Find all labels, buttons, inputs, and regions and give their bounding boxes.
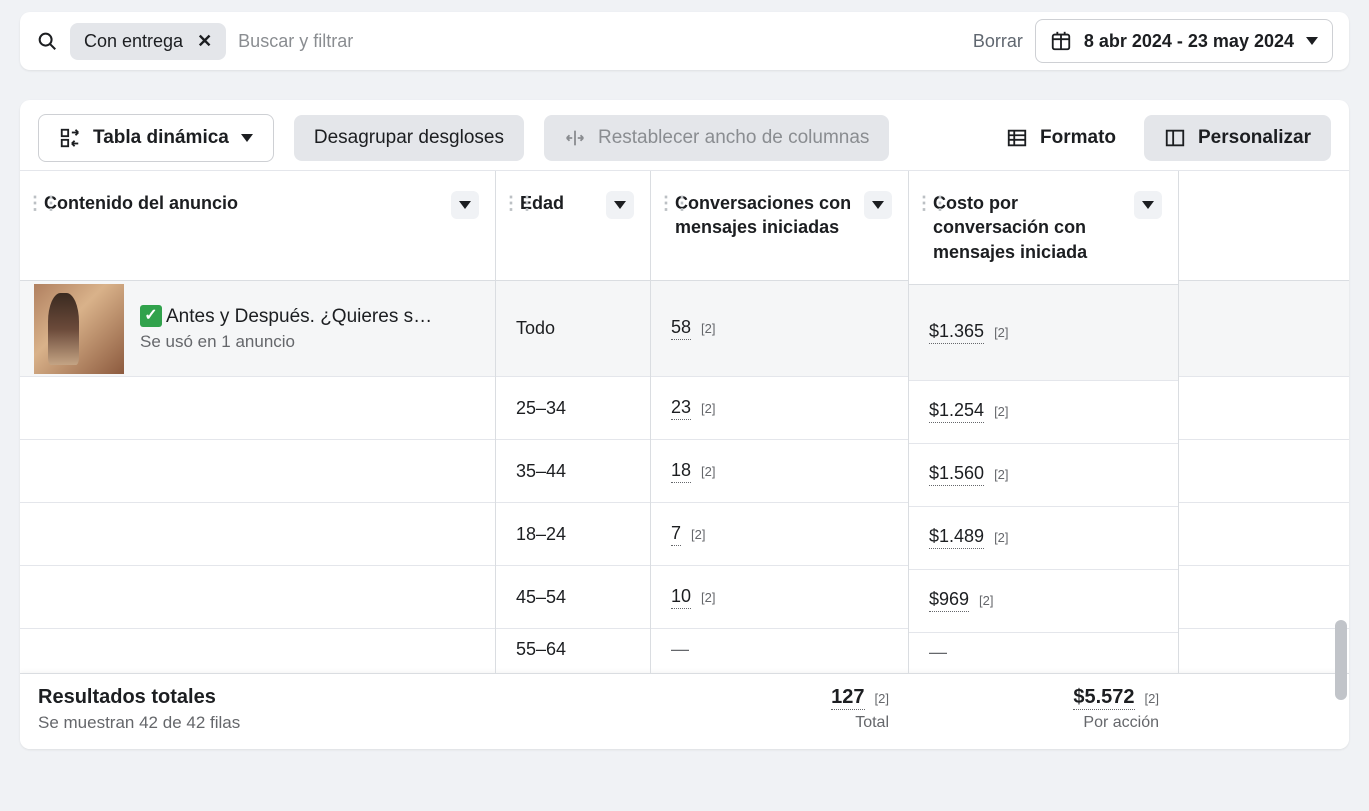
search-icon — [36, 30, 58, 52]
col-header-cost[interactable]: Costo por conversación con mensajes inic… — [933, 191, 1124, 264]
footer-conv-note: [2] — [875, 691, 889, 706]
chevron-down-icon — [872, 201, 884, 209]
reset-width-icon — [564, 127, 586, 149]
footer-title: Resultados totales — [38, 686, 635, 709]
conv-cell: — — [651, 629, 908, 669]
table-cell — [1179, 377, 1349, 440]
chevron-down-icon — [241, 134, 253, 142]
footer-conv-value: 127 — [831, 686, 864, 710]
search-input[interactable] — [238, 31, 961, 52]
drag-handle-icon[interactable]: ⋮⋮ — [502, 193, 534, 214]
format-icon — [1006, 127, 1028, 149]
cost-cell: $969[2] — [909, 570, 1178, 633]
table-cell — [1179, 281, 1349, 377]
footer-cost-label: Por acción — [929, 714, 1159, 732]
filter-chip-label: Con entrega — [84, 31, 183, 52]
scrollbar-thumb[interactable] — [1335, 620, 1347, 700]
pivot-table-button[interactable]: Tabla dinámica — [38, 114, 274, 162]
ungroup-button[interactable]: Desagrupar desgloses — [294, 115, 524, 161]
cost-cell: — — [909, 633, 1178, 673]
table-cell — [1179, 503, 1349, 566]
ungroup-label: Desagrupar desgloses — [314, 127, 504, 149]
conv-cell: 7[2] — [651, 503, 908, 566]
filter-chip[interactable]: Con entrega ✕ — [70, 23, 226, 60]
cost-cell: $1.365[2] — [909, 285, 1178, 381]
date-range-text: 8 abr 2024 - 23 may 2024 — [1084, 31, 1294, 52]
table-cell — [20, 566, 495, 629]
footer-subtitle: Se muestran 42 de 42 filas — [38, 713, 635, 733]
data-table: ⋮⋮ Contenido del anuncio ✓Antes y Despué… — [20, 170, 1349, 749]
sort-button[interactable] — [451, 191, 479, 219]
calendar-icon — [1050, 30, 1072, 52]
conv-cell: 10[2] — [651, 566, 908, 629]
table-footer: Resultados totales Se muestran 42 de 42 … — [20, 673, 1349, 749]
conv-cell: 18[2] — [651, 440, 908, 503]
filter-bar: Con entrega ✕ Borrar 8 abr 2024 - 23 may… — [20, 12, 1349, 70]
reset-column-width-button[interactable]: Restablecer ancho de columnas — [544, 115, 889, 161]
chevron-down-icon — [1142, 201, 1154, 209]
customize-button[interactable]: Personalizar — [1144, 115, 1331, 161]
table-cell — [20, 503, 495, 566]
col-header-conv[interactable]: Conversaciones con mensajes iniciadas — [675, 191, 854, 240]
cost-cell: $1.560[2] — [909, 444, 1178, 507]
table-cell — [1179, 566, 1349, 629]
pivot-icon — [59, 127, 81, 149]
table-cell — [1179, 629, 1349, 669]
age-cell: 25–34 — [496, 377, 650, 440]
drag-handle-icon[interactable]: ⋮⋮ — [657, 193, 689, 214]
col-header-ad[interactable]: Contenido del anuncio — [44, 191, 441, 215]
age-cell: 18–24 — [496, 503, 650, 566]
footer-conv-label: Total — [674, 714, 889, 732]
age-cell: Todo — [496, 281, 650, 377]
column-conversations: ⋮⋮ Conversaciones con mensajes iniciadas… — [651, 171, 909, 673]
format-label: Formato — [1040, 127, 1116, 149]
age-cell: 45–54 — [496, 566, 650, 629]
ad-thumbnail — [34, 284, 124, 374]
clear-filters-link[interactable]: Borrar — [973, 31, 1023, 52]
ad-row[interactable]: ✓Antes y Después. ¿Quieres s… Se usó en … — [20, 281, 495, 377]
pivot-table-label: Tabla dinámica — [93, 127, 229, 149]
ad-subtitle: Se usó en 1 anuncio — [140, 332, 432, 352]
drag-handle-icon[interactable]: ⋮⋮ — [26, 193, 58, 214]
drag-handle-icon[interactable]: ⋮⋮ — [915, 193, 947, 214]
format-button[interactable]: Formato — [986, 115, 1136, 161]
customize-icon — [1164, 127, 1186, 149]
conv-cell: 23[2] — [651, 377, 908, 440]
column-cost: ⋮⋮ Costo por conversación con mensajes i… — [909, 171, 1179, 673]
checkmark-icon: ✓ — [140, 305, 162, 327]
table-toolbar: Tabla dinámica Desagrupar desgloses Rest… — [20, 100, 1349, 162]
chevron-down-icon — [614, 201, 626, 209]
reset-width-label: Restablecer ancho de columnas — [598, 127, 869, 149]
column-ad-content: ⋮⋮ Contenido del anuncio ✓Antes y Despué… — [20, 171, 496, 673]
column-age: ⋮⋮ Edad Todo 25–34 35–44 18–24 45–54 55–… — [496, 171, 651, 673]
footer-cost-value: $5.572 — [1073, 686, 1134, 710]
column-blank — [1179, 171, 1349, 673]
sort-button[interactable] — [864, 191, 892, 219]
table-cell — [1179, 440, 1349, 503]
sort-button[interactable] — [606, 191, 634, 219]
date-range-picker[interactable]: 8 abr 2024 - 23 may 2024 — [1035, 19, 1333, 63]
conv-cell: 58[2] — [651, 281, 908, 377]
customize-label: Personalizar — [1198, 127, 1311, 149]
chevron-down-icon — [1306, 37, 1318, 45]
cost-cell: $1.489[2] — [909, 507, 1178, 570]
table-cell — [20, 629, 495, 669]
results-panel: Tabla dinámica Desagrupar desgloses Rest… — [20, 100, 1349, 749]
footer-cost-note: [2] — [1145, 691, 1159, 706]
sort-button[interactable] — [1134, 191, 1162, 219]
ad-title: ✓Antes y Después. ¿Quieres s… — [140, 305, 432, 328]
age-cell: 35–44 — [496, 440, 650, 503]
table-cell — [20, 377, 495, 440]
cost-cell: $1.254[2] — [909, 381, 1178, 444]
table-cell — [20, 440, 495, 503]
age-cell: 55–64 — [496, 629, 650, 669]
chevron-down-icon — [459, 201, 471, 209]
chip-remove-icon[interactable]: ✕ — [197, 31, 212, 52]
